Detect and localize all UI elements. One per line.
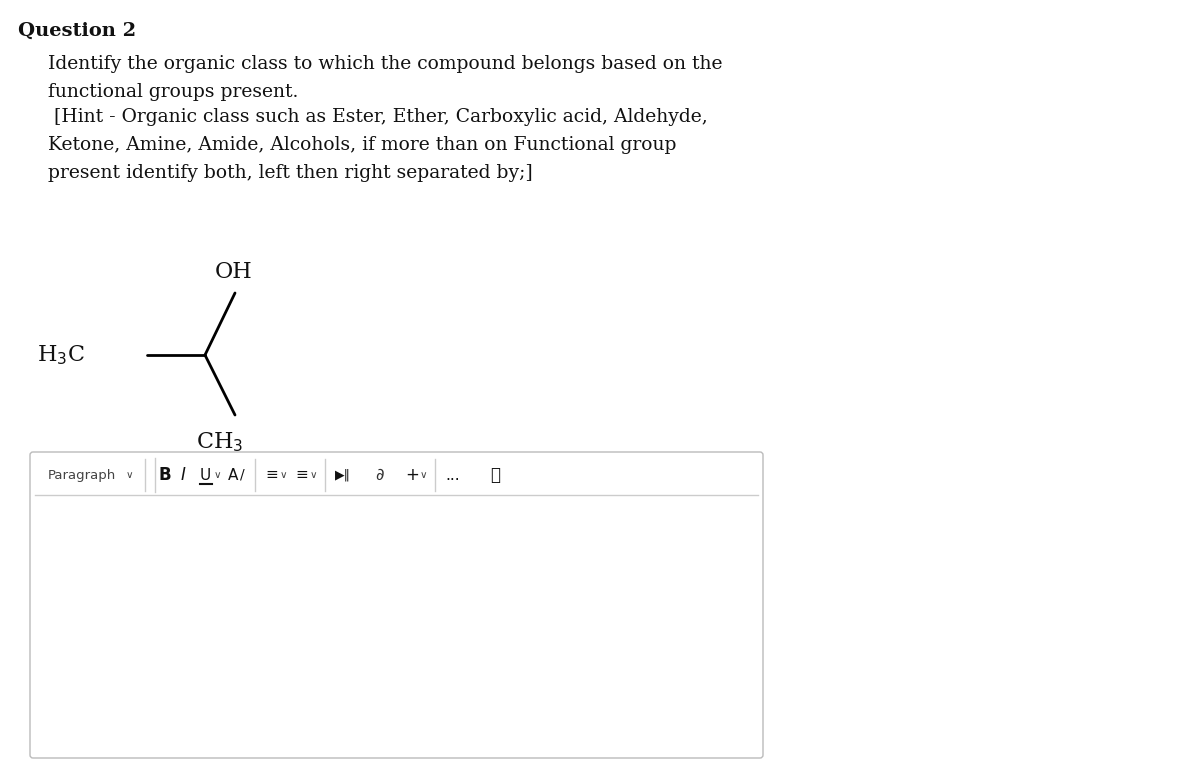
Text: ∨: ∨ (214, 470, 222, 480)
Text: Identify the organic class to which the compound belongs based on the: Identify the organic class to which the … (48, 55, 722, 73)
Text: CH$_3$: CH$_3$ (197, 430, 244, 454)
Text: ⤢: ⤢ (490, 466, 500, 484)
Text: ∨: ∨ (420, 470, 427, 480)
FancyBboxPatch shape (30, 452, 763, 758)
Text: [Hint - Organic class such as Ester, Ether, Carboxylic acid, Aldehyde,: [Hint - Organic class such as Ester, Eth… (48, 108, 708, 126)
Bar (34, 455, 760, 495)
Text: +: + (406, 466, 419, 484)
Text: Paragraph: Paragraph (48, 468, 116, 482)
Text: U: U (200, 468, 211, 482)
Text: A: A (228, 468, 239, 482)
Text: ∨: ∨ (280, 470, 288, 480)
Text: ∂: ∂ (374, 466, 384, 484)
Text: H$_3$C: H$_3$C (37, 343, 85, 367)
Text: functional groups present.: functional groups present. (48, 83, 299, 101)
Text: ≡: ≡ (265, 468, 277, 482)
Text: ≡: ≡ (295, 468, 307, 482)
Text: /: / (240, 468, 245, 482)
Text: present identify both, left then right separated by;]: present identify both, left then right s… (48, 164, 533, 182)
Text: Ketone, Amine, Amide, Alcohols, if more than on Functional group: Ketone, Amine, Amide, Alcohols, if more … (48, 136, 677, 154)
Text: OH: OH (215, 261, 253, 283)
Text: ∨: ∨ (310, 470, 318, 480)
Text: B: B (158, 466, 170, 484)
Text: Question 2: Question 2 (18, 22, 136, 40)
Text: ▶‖: ▶‖ (335, 468, 350, 482)
Text: ...: ... (445, 468, 460, 482)
Text: ∨: ∨ (126, 470, 133, 480)
Text: I: I (181, 466, 186, 484)
